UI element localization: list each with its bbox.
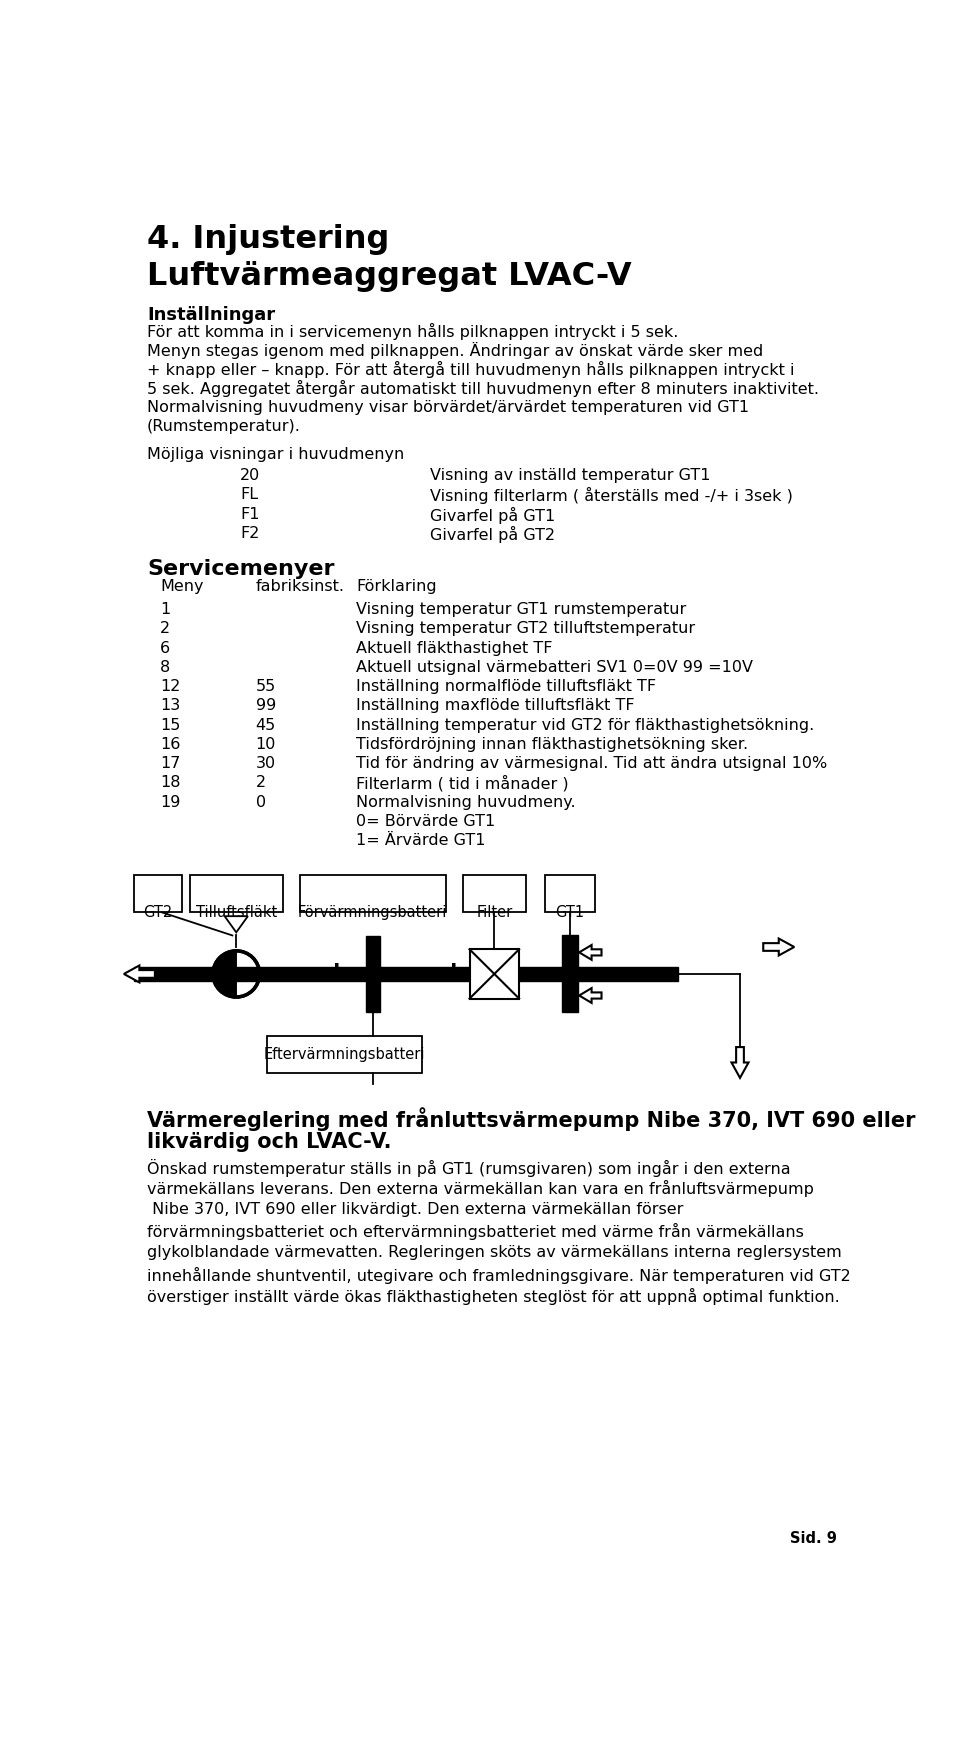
- Text: 13: 13: [160, 699, 180, 713]
- Text: glykolblandade värmevatten. Regleringen sköts av värmekällans interna reglersyst: glykolblandade värmevatten. Regleringen …: [147, 1244, 842, 1260]
- Text: Möjliga visningar i huvudmenyn: Möjliga visningar i huvudmenyn: [147, 447, 404, 462]
- Text: 99: 99: [255, 699, 276, 713]
- Text: 2: 2: [160, 620, 171, 636]
- Text: FL: FL: [240, 487, 258, 502]
- Bar: [190, 876, 283, 912]
- Text: Sid. 9: Sid. 9: [790, 1531, 837, 1547]
- Text: Givarfel på GT1: Givarfel på GT1: [430, 506, 555, 523]
- Text: Aktuell utsignal värmebatteri SV1 0=0V 99 =10V: Aktuell utsignal värmebatteri SV1 0=0V 9…: [356, 660, 754, 674]
- Text: värmekällans leverans. Den externa värmekällan kan vara en frånluftsvärmepump: värmekällans leverans. Den externa värme…: [147, 1180, 814, 1197]
- Bar: [563, 935, 578, 1013]
- Text: 17: 17: [160, 756, 180, 772]
- Text: Förvärmningsbatteri: Förvärmningsbatteri: [298, 905, 447, 919]
- Text: 6: 6: [160, 641, 171, 655]
- Text: GT2: GT2: [143, 905, 173, 919]
- Text: 15: 15: [160, 718, 180, 732]
- Text: F1: F1: [240, 506, 259, 521]
- Text: Luftvärmeaggregat LVAC-V: Luftvärmeaggregat LVAC-V: [147, 261, 632, 292]
- Text: Visning temperatur GT2 tilluftstemperatur: Visning temperatur GT2 tilluftstemperatu…: [356, 620, 695, 636]
- Text: För att komma in i servicemenyn hålls pilknappen intryckt i 5 sek.: För att komma in i servicemenyn hålls pi…: [147, 323, 679, 339]
- Text: 1: 1: [160, 601, 171, 617]
- Text: +: +: [441, 959, 466, 989]
- Text: Inställningar: Inställningar: [147, 306, 276, 323]
- Text: överstiger inställt värde ökas fläkthastigheten steglöst för att uppnå optimal f: överstiger inställt värde ökas fläkthast…: [147, 1288, 840, 1305]
- Text: 0: 0: [255, 794, 266, 810]
- Text: Filter: Filter: [476, 905, 513, 919]
- Text: Inställning temperatur vid GT2 för fläkthastighetsökning.: Inställning temperatur vid GT2 för fläkt…: [356, 718, 815, 732]
- Polygon shape: [763, 939, 794, 956]
- Text: Önskad rumstemperatur ställs in på GT1 (rumsgivaren) som ingår i den externa: Önskad rumstemperatur ställs in på GT1 (…: [147, 1159, 791, 1177]
- Text: 1= Ärvärde GT1: 1= Ärvärde GT1: [356, 833, 486, 848]
- Text: Tid för ändring av värmesignal. Tid att ändra utsignal 10%: Tid för ändring av värmesignal. Tid att …: [356, 756, 828, 772]
- Text: Eftervärmningsbatteri: Eftervärmningsbatteri: [264, 1046, 425, 1062]
- Text: Värmereglering med frånluttsvärmepump Nibe 370, IVT 690 eller: Värmereglering med frånluttsvärmepump Ni…: [147, 1107, 916, 1131]
- Text: 2: 2: [255, 775, 266, 791]
- Text: 0= Börvärde GT1: 0= Börvärde GT1: [356, 813, 495, 829]
- Text: Tilluftsfläkt: Tilluftsfläkt: [196, 905, 276, 919]
- Text: Normalvisning huvudmeny visar börvärdet/ärvärdet temperaturen vid GT1: Normalvisning huvudmeny visar börvärdet/…: [147, 400, 749, 415]
- Text: fabriksinst.: fabriksinst.: [255, 579, 345, 594]
- Text: 55: 55: [255, 680, 276, 693]
- Text: 16: 16: [160, 737, 180, 753]
- Text: Menyn stegas igenom med pilknappen. Ändringar av önskat värde sker med: Menyn stegas igenom med pilknappen. Ändr…: [147, 342, 763, 358]
- Bar: [469, 949, 519, 999]
- Text: Normalvisning huvudmeny.: Normalvisning huvudmeny.: [356, 794, 576, 810]
- Text: innehållande shuntventil, utegivare och framledningsgivare. När temperaturen vid: innehållande shuntventil, utegivare och …: [147, 1267, 851, 1284]
- Text: Visning temperatur GT1 rumstemperatur: Visning temperatur GT1 rumstemperatur: [356, 601, 686, 617]
- Text: 5 sek. Aggregatet återgår automatiskt till huvudmenyn efter 8 minuters inaktivit: 5 sek. Aggregatet återgår automatiskt ti…: [147, 381, 819, 398]
- Text: 8: 8: [160, 660, 171, 674]
- Text: 19: 19: [160, 794, 180, 810]
- Bar: [267, 1036, 422, 1072]
- Text: F2: F2: [240, 527, 259, 541]
- Polygon shape: [732, 1046, 749, 1078]
- Text: 12: 12: [160, 680, 180, 693]
- Text: Filterlarm ( tid i månader ): Filterlarm ( tid i månader ): [356, 775, 569, 793]
- Polygon shape: [213, 951, 236, 998]
- Text: 45: 45: [255, 718, 276, 732]
- Bar: [366, 980, 379, 1012]
- Text: Meny: Meny: [160, 579, 204, 594]
- Polygon shape: [579, 989, 602, 1003]
- Text: Tidsfördröjning innan fläkthastighetsökning sker.: Tidsfördröjning innan fläkthastighetsökn…: [356, 737, 749, 753]
- Text: 20: 20: [240, 468, 260, 483]
- Bar: [134, 966, 678, 980]
- Text: 4. Injustering: 4. Injustering: [147, 224, 390, 255]
- Text: Inställning maxflöde tilluftsfläkt TF: Inställning maxflöde tilluftsfläkt TF: [356, 699, 635, 713]
- Bar: [366, 937, 379, 966]
- Text: Givarfel på GT2: Givarfel på GT2: [430, 527, 555, 542]
- Bar: [300, 876, 445, 912]
- Text: + knapp eller – knapp. För att återgå till huvudmenyn hålls pilknappen intryckt : + knapp eller – knapp. För att återgå ti…: [147, 362, 795, 379]
- Text: Visning av inställd temperatur GT1: Visning av inställd temperatur GT1: [430, 468, 710, 483]
- Text: Inställning normalflöde tilluftsfläkt TF: Inställning normalflöde tilluftsfläkt TF: [356, 680, 657, 693]
- Text: Förklaring: Förklaring: [356, 579, 437, 594]
- Polygon shape: [225, 916, 248, 932]
- Text: Nibe 370, IVT 690 eller likvärdigt. Den externa värmekällan förser: Nibe 370, IVT 690 eller likvärdigt. Den …: [147, 1203, 684, 1217]
- Text: Servicemenyer: Servicemenyer: [147, 560, 335, 579]
- Text: likvärdig och LVAC-V.: likvärdig och LVAC-V.: [147, 1131, 392, 1152]
- Text: GT1: GT1: [555, 905, 585, 919]
- Bar: [463, 876, 526, 912]
- Bar: [134, 876, 182, 912]
- Text: 30: 30: [255, 756, 276, 772]
- Text: Visning filterlarm ( återställs med -/+ i 3sek ): Visning filterlarm ( återställs med -/+ …: [430, 487, 793, 504]
- Text: Aktuell fläkthastighet TF: Aktuell fläkthastighet TF: [356, 641, 553, 655]
- Polygon shape: [124, 966, 155, 982]
- Text: 18: 18: [160, 775, 180, 791]
- Polygon shape: [579, 945, 602, 959]
- Text: +: +: [324, 959, 349, 989]
- Bar: [544, 876, 595, 912]
- Text: 10: 10: [255, 737, 276, 753]
- Text: (Rumstemperatur).: (Rumstemperatur).: [147, 419, 301, 434]
- Text: förvärmningsbatteriet och eftervärmningsbatteriet med värme från värmekällans: förvärmningsbatteriet och eftervärmnings…: [147, 1224, 804, 1241]
